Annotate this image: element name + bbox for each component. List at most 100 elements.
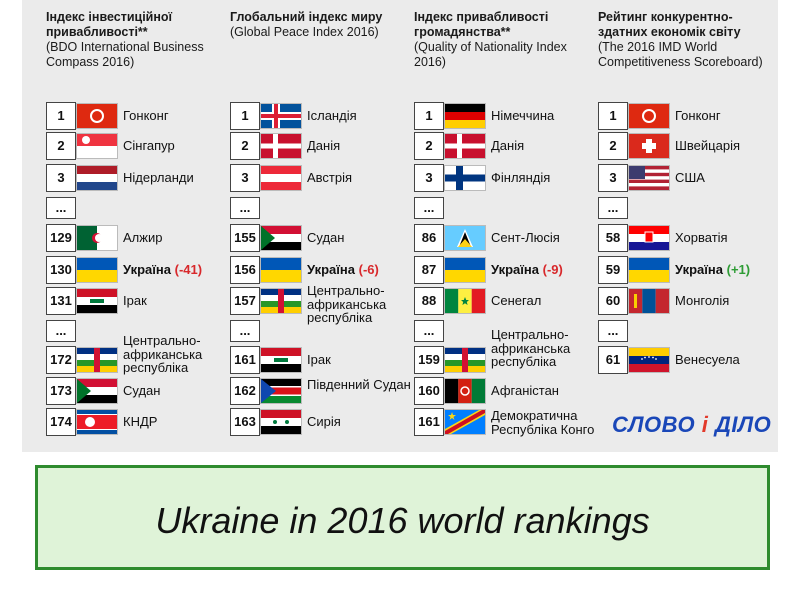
country-name: Ірак (123, 293, 147, 308)
germany-flag-icon (445, 104, 485, 128)
list-item: 161 Демократична Республіка Конго (414, 408, 594, 436)
rank-badge: 157 (230, 287, 260, 315)
rank-badge: 2 (414, 132, 444, 160)
dr-congo-flag-icon (445, 410, 485, 434)
rank-badge: 58 (598, 224, 628, 252)
ukraine-flag-icon (77, 258, 117, 282)
north-korea-flag-icon (77, 410, 117, 434)
country-name: КНДР (123, 414, 158, 429)
rank-badge: 60 (598, 287, 628, 315)
country-name: США (675, 170, 705, 185)
rank-badge: ... (230, 320, 260, 342)
column-title: Індекс інвестиційної привабливості** (46, 10, 173, 39)
rank-badge: 131 (46, 287, 76, 315)
rank-change: (-41) (174, 262, 203, 277)
country-name: Сент-Люсія (491, 230, 560, 245)
list-item: 61 Венесуела (598, 346, 778, 374)
country-name: Нідерланди (123, 170, 194, 185)
rank-badge: ... (230, 197, 260, 219)
column-subtitle: (Quality of Nationality Index 2016) (414, 40, 567, 69)
rank-badge: 156 (230, 256, 260, 284)
sudan-flag-icon (261, 226, 301, 250)
rank-badge: 174 (46, 408, 76, 436)
list-item-ukraine: 130 Україна (-41) (46, 256, 226, 284)
rank-badge: 3 (230, 164, 260, 192)
rank-badge: 155 (230, 224, 260, 252)
senegal-flag-icon (445, 289, 485, 313)
country-name-ukraine: Україна (-41) (123, 256, 202, 284)
column-subtitle: (Global Peace Index 2016) (230, 25, 379, 39)
country-name: Центрально-африканська республіка (307, 283, 387, 325)
country-name: Україна (307, 262, 356, 277)
rank-badge: 2 (598, 132, 628, 160)
ellipsis-row: ... (414, 197, 594, 225)
country-name: Судан (123, 383, 161, 398)
rank-badge: 163 (230, 408, 260, 436)
country-name: Австрія (307, 170, 353, 185)
list-item: 3 США (598, 164, 778, 192)
country-name: Венесуела (675, 352, 740, 367)
rank-badge: 172 (46, 346, 76, 374)
rank-badge: ... (414, 197, 444, 219)
caption-box: Ukraine in 2016 world rankings (35, 465, 770, 570)
hong-kong-flag-icon (629, 104, 669, 128)
column-header: Індекс привабливості громадянства** (Qua… (414, 10, 594, 70)
country-name: Афганістан (491, 383, 559, 398)
logo-text: ДІЛО (714, 412, 772, 437)
rank-badge: 2 (46, 132, 76, 160)
ellipsis-row: ... (230, 320, 410, 348)
rank-badge: 1 (230, 102, 260, 130)
list-item: 159 Центрально-африканська республіка (414, 328, 594, 374)
country-name: Україна (491, 262, 540, 277)
country-name: Сінгапур (123, 138, 175, 153)
column-header: Рейтинг конкурентно-здатних економік сві… (598, 10, 778, 70)
country-name: Алжир (123, 230, 163, 245)
croatia-flag-icon (629, 226, 669, 250)
iraq-flag-icon (261, 348, 301, 372)
rank-change: (-6) (358, 262, 379, 277)
list-item: 172 Центрально-африканська республіка (46, 334, 226, 374)
south-sudan-flag-icon (261, 379, 301, 403)
country-name: Центрально-африканська республіка (123, 333, 203, 375)
ellipsis-row: ... (598, 320, 778, 348)
algeria-flag-icon (77, 226, 117, 250)
rank-badge: ... (598, 320, 628, 342)
country-name: Данія (491, 138, 525, 153)
rank-badge: ... (598, 197, 628, 219)
list-item: 1 Гонконг (598, 102, 778, 130)
country-name-ukraine: Україна (-9) (491, 256, 563, 284)
list-item: 129 Алжир (46, 224, 226, 252)
list-item: 60 Монголія (598, 287, 778, 315)
rank-badge: 88 (414, 287, 444, 315)
country-name: Данія (307, 138, 341, 153)
ukraine-flag-icon (445, 258, 485, 282)
saint-lucia-flag-icon (445, 226, 485, 250)
country-name: Демократична Республіка Конго (491, 408, 595, 437)
list-item: 1 Німеччина (414, 102, 594, 130)
list-item: 155 Судан (230, 224, 410, 252)
list-item: 86 Сент-Люсія (414, 224, 594, 252)
rank-badge: 173 (46, 377, 76, 405)
hong-kong-flag-icon (77, 104, 117, 128)
slide-caption: Ukraine in 2016 world rankings (155, 500, 650, 541)
car-flag-icon (261, 289, 301, 313)
denmark-flag-icon (261, 134, 301, 158)
list-item: 173 Судан (46, 377, 226, 405)
rank-badge: 59 (598, 256, 628, 284)
list-item: 157 Центрально-африканська республіка (230, 284, 410, 324)
iraq-flag-icon (77, 289, 117, 313)
country-name: Судан (307, 230, 345, 245)
country-name: Ірак (307, 352, 331, 367)
rank-badge: 161 (414, 408, 444, 436)
singapore-flag-icon (77, 134, 117, 158)
rank-badge: 61 (598, 346, 628, 374)
rank-badge: 159 (414, 346, 444, 374)
list-item-ukraine: 87 Україна (-9) (414, 256, 594, 284)
rank-badge: ... (414, 320, 444, 342)
car-flag-icon (77, 348, 117, 372)
country-name: Німеччина (491, 108, 555, 123)
rank-badge: 2 (230, 132, 260, 160)
list-item: 2 Данія (414, 132, 594, 160)
ellipsis-row: ... (46, 197, 226, 225)
list-item: 131 Ірак (46, 287, 226, 315)
